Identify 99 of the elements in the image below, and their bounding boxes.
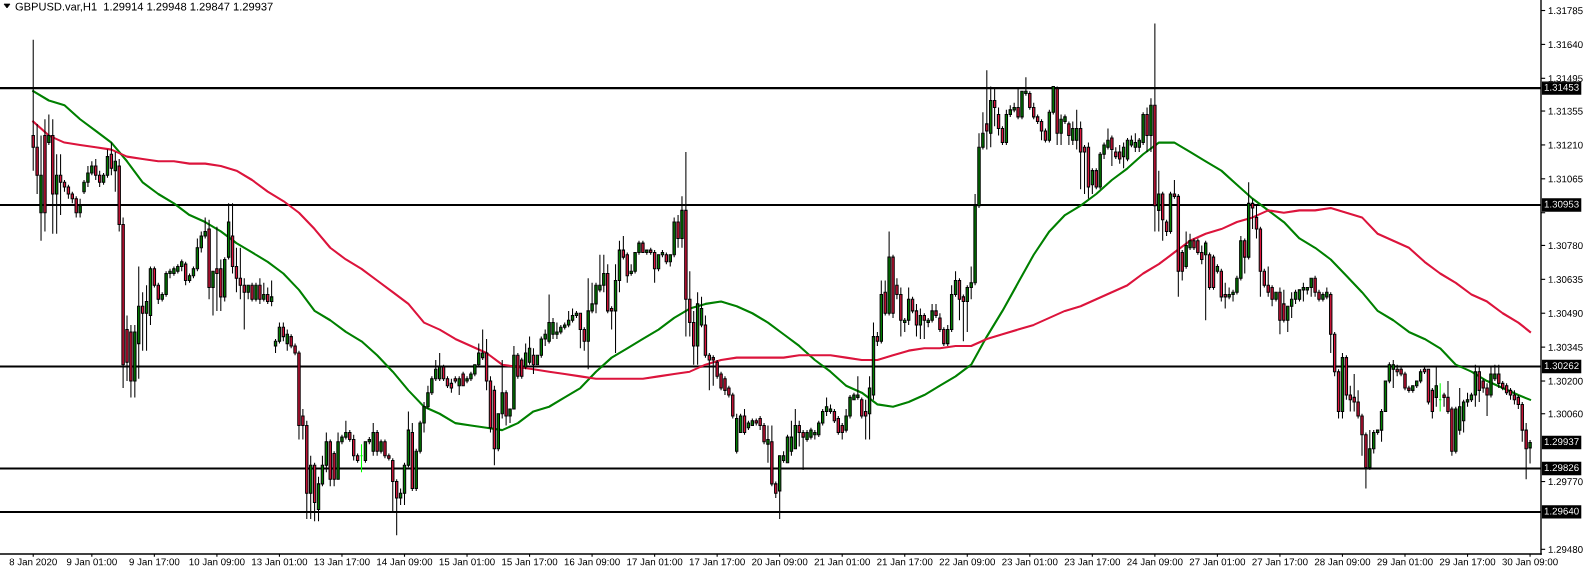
x-tick-label: 15 Jan 17:00 bbox=[502, 558, 558, 566]
candlestick bbox=[1313, 275, 1317, 298]
x-tick-label: 10 Jan 09:00 bbox=[189, 558, 245, 566]
x-tick-label: 30 Jan 09:00 bbox=[1502, 558, 1558, 566]
chart-title: GBPUSD.var,H1 1.29914 1.29948 1.29847 1.29937 bbox=[15, 2, 273, 12]
x-tick-label: 29 Jan 01:00 bbox=[1377, 558, 1433, 566]
candlestick bbox=[664, 251, 669, 265]
x-tick-label: 8 Jan 2020 bbox=[9, 558, 57, 566]
candlestick bbox=[754, 417, 758, 426]
x-tick-label: 9 Jan 17:00 bbox=[129, 558, 180, 566]
x-tick-label: 13 Jan 17:00 bbox=[314, 558, 370, 566]
candlestick bbox=[1121, 142, 1126, 169]
candlestick bbox=[1086, 142, 1091, 200]
candlestick bbox=[578, 312, 583, 349]
candlestick bbox=[566, 310, 571, 328]
candlestick bbox=[547, 294, 551, 345]
candlestick bbox=[723, 375, 727, 396]
candlestick bbox=[1039, 118, 1044, 141]
candlestick bbox=[164, 270, 168, 298]
candlestick bbox=[1512, 389, 1517, 405]
candlestick bbox=[269, 279, 274, 307]
candlestick bbox=[930, 303, 934, 324]
candlestick bbox=[183, 261, 188, 286]
x-tick-label: 20 Jan 09:00 bbox=[752, 558, 808, 566]
y-tick-label: 1.31640 bbox=[1548, 41, 1583, 49]
candlestick bbox=[922, 312, 926, 340]
candlestick bbox=[1321, 291, 1325, 303]
candlestick bbox=[352, 434, 356, 462]
candlestick bbox=[258, 277, 262, 305]
ref-line-label: 1.31453 bbox=[1544, 83, 1579, 91]
candlestick bbox=[887, 230, 891, 317]
x-tick-label: 23 Jan 01:00 bbox=[1002, 558, 1058, 566]
x-tick-label: 15 Jan 01:00 bbox=[439, 558, 495, 566]
x-tick-label: 29 Jan 17:00 bbox=[1439, 558, 1496, 566]
candlestick bbox=[66, 184, 71, 200]
y-tick-label: 1.30780 bbox=[1548, 242, 1583, 250]
y-tick-label: 1.30060 bbox=[1548, 410, 1583, 418]
candlestick bbox=[1309, 277, 1313, 298]
candlestick bbox=[449, 378, 454, 394]
candlestick bbox=[559, 324, 563, 335]
x-tick-label: 28 Jan 09:00 bbox=[1314, 558, 1371, 566]
x-tick-label: 21 Jan 01:00 bbox=[814, 558, 870, 566]
x-tick-label: 24 Jan 09:00 bbox=[1127, 558, 1183, 566]
x-tick-label: 17 Jan 17:00 bbox=[689, 558, 745, 566]
candlestick bbox=[555, 322, 559, 340]
x-tick-label: 9 Jan 01:00 bbox=[66, 558, 117, 566]
y-tick-label: 1.31355 bbox=[1548, 107, 1583, 115]
candlestick bbox=[1203, 240, 1208, 321]
candlestick bbox=[641, 240, 645, 253]
candlestick bbox=[363, 441, 368, 464]
y-tick-label: 1.29480 bbox=[1548, 546, 1583, 553]
y-tick-label: 1.31785 bbox=[1548, 7, 1583, 15]
y-tick-label: 1.31065 bbox=[1548, 175, 1583, 183]
candlestick bbox=[1438, 382, 1442, 412]
x-tick-label: 22 Jan 09:00 bbox=[939, 558, 996, 566]
text: 1.29937 bbox=[1544, 438, 1579, 446]
candlestick bbox=[1301, 282, 1306, 303]
candlestick bbox=[457, 375, 461, 396]
x-tick-label: 27 Jan 17:00 bbox=[1252, 558, 1308, 566]
candlestick bbox=[1004, 109, 1009, 146]
candlestick bbox=[750, 417, 755, 426]
x-tick-label: 13 Jan 01:00 bbox=[252, 558, 308, 566]
ref-line-label: 1.30262 bbox=[1544, 362, 1579, 370]
y-tick-label: 1.30345 bbox=[1548, 343, 1583, 351]
x-tick-label: 16 Jan 09:00 bbox=[564, 558, 620, 566]
x-tick-label: 17 Jan 01:00 bbox=[627, 558, 683, 566]
candlestick bbox=[879, 279, 883, 345]
candlestick bbox=[172, 265, 176, 277]
candlestick bbox=[371, 422, 375, 457]
candlestick bbox=[215, 226, 219, 312]
candlestick bbox=[652, 249, 657, 284]
ref-line-label: 1.30953 bbox=[1544, 200, 1579, 208]
candlestick bbox=[1504, 382, 1509, 396]
candlestick bbox=[176, 263, 180, 275]
candlestick bbox=[344, 420, 348, 440]
x-tick-label: 27 Jan 01:00 bbox=[1189, 558, 1246, 566]
candlestick bbox=[809, 427, 813, 440]
candlestick bbox=[262, 282, 266, 303]
candlestick bbox=[918, 308, 923, 340]
ref-line-label: 1.29640 bbox=[1544, 507, 1579, 515]
y-tick-label: 1.30200 bbox=[1548, 377, 1583, 385]
y-tick-label: 1.30490 bbox=[1548, 309, 1583, 317]
x-tick-label: 21 Jan 17:00 bbox=[877, 558, 933, 566]
candlestick bbox=[570, 308, 575, 324]
ref-line-label: 1.29826 bbox=[1544, 464, 1579, 472]
x-tick-label: 14 Jan 09:00 bbox=[377, 558, 433, 566]
candlestick bbox=[742, 408, 747, 436]
candlestick bbox=[1508, 387, 1513, 401]
candlestick bbox=[359, 443, 364, 473]
y-tick-label: 1.31210 bbox=[1548, 141, 1583, 149]
candlestick bbox=[1133, 132, 1138, 153]
y-tick-label: 1.29770 bbox=[1548, 478, 1583, 486]
candlestick bbox=[1211, 254, 1216, 291]
candlestick bbox=[250, 282, 254, 303]
x-tick-label: 23 Jan 17:00 bbox=[1064, 558, 1121, 566]
y-tick-label: 1.31495 bbox=[1548, 75, 1583, 82]
candlestick bbox=[1118, 144, 1122, 165]
y-tick-label: 1.30635 bbox=[1548, 276, 1583, 283]
candlestick bbox=[1192, 237, 1196, 251]
